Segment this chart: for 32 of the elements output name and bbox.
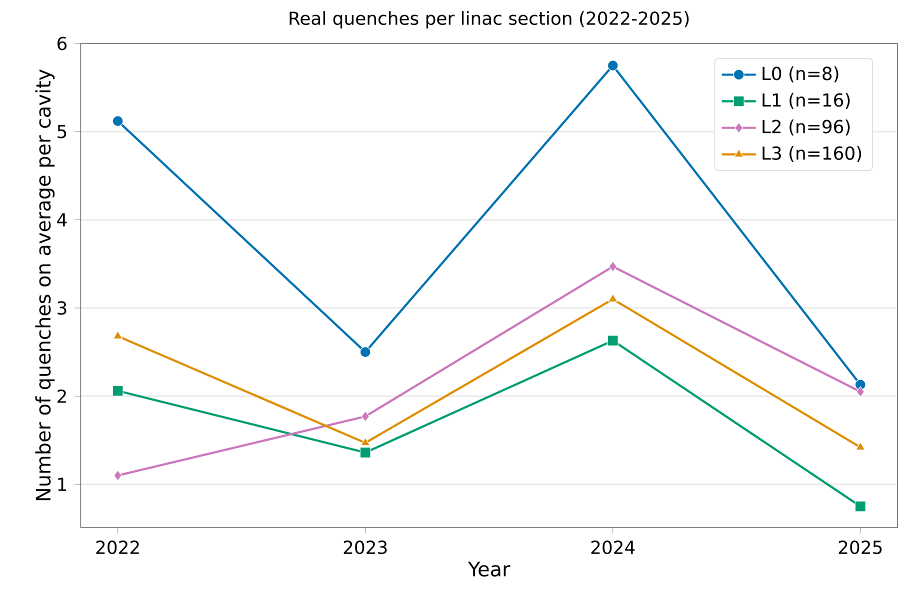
point <box>360 437 370 446</box>
point <box>112 116 124 127</box>
legend-label: L0 (n=8) <box>762 66 838 82</box>
y-tick-label: 2 <box>58 389 66 403</box>
point <box>112 385 124 396</box>
y-tick-label: 5 <box>58 124 66 138</box>
point <box>360 447 371 458</box>
point <box>114 470 122 481</box>
y-tick-label: 3 <box>58 301 66 315</box>
legend-label: L1 (n=16) <box>762 92 850 109</box>
point <box>608 294 618 302</box>
point <box>607 335 618 346</box>
x-axis-title: Year <box>468 562 510 577</box>
y-tick-label: 6 <box>58 36 67 50</box>
x-tick-label: 2022 <box>96 540 139 554</box>
y-tick-label: 4 <box>57 213 67 226</box>
point <box>607 60 618 72</box>
x-tick-label: 2023 <box>344 540 387 554</box>
point <box>856 386 865 398</box>
point <box>608 261 618 272</box>
x-tick-label: 2025 <box>838 540 882 554</box>
point <box>113 330 123 340</box>
point <box>854 500 866 512</box>
point <box>856 442 866 450</box>
legend-label: L3 (n=160) <box>762 146 862 162</box>
point <box>360 346 371 358</box>
chart-title: Real quenches per linac section (2022-2025) <box>290 11 689 28</box>
x-tick-label: 2024 <box>591 540 635 554</box>
y-axis-title: Number of quenches on average per cavity <box>35 69 55 500</box>
y-tick-label: 1 <box>58 478 66 491</box>
legend-label: L2 (n=96) <box>762 119 850 136</box>
point <box>361 410 370 422</box>
